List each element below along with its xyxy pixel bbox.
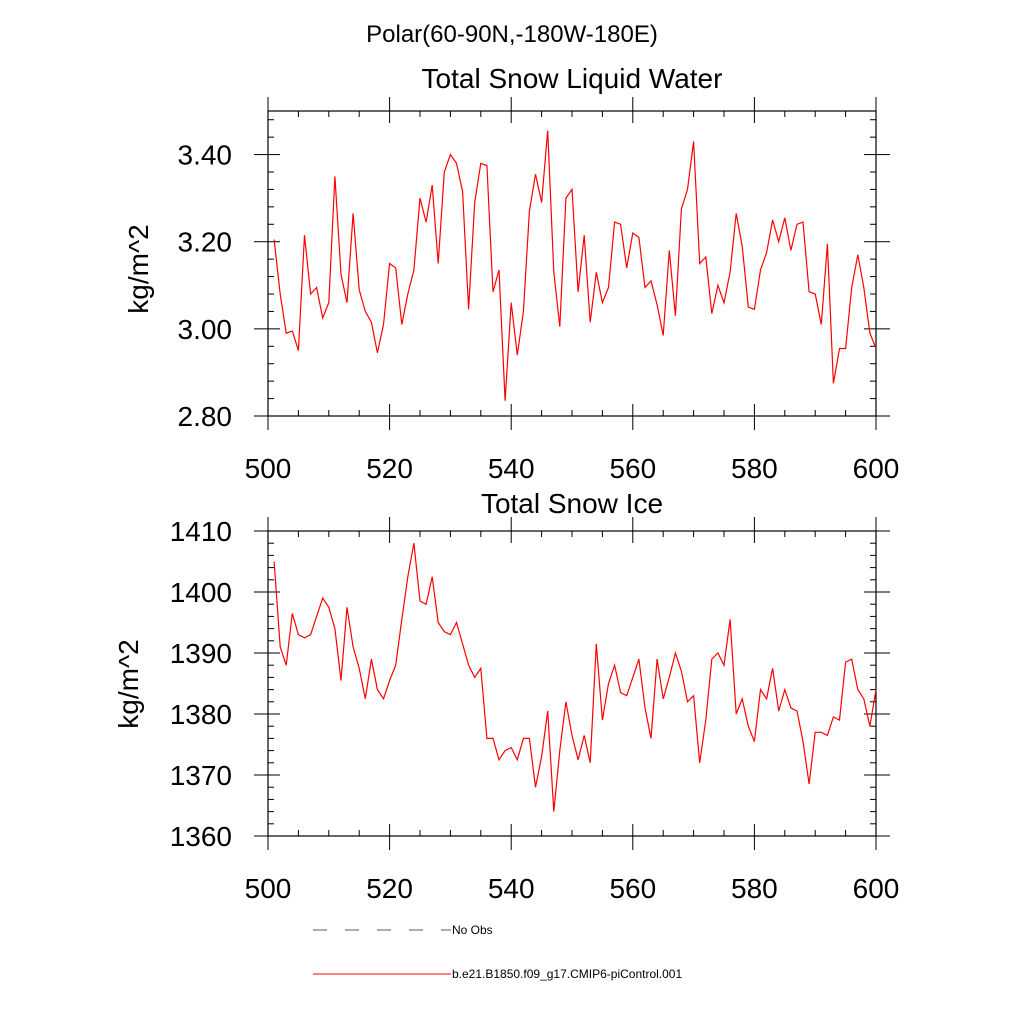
y-axis-label: kg/m^2 [123, 224, 154, 313]
y-tick-label: 3.40 [178, 140, 233, 171]
legend: No Obs b.e21.B1850.f09_g17.CMIP6-piContr… [313, 923, 682, 981]
series-group [273, 543, 877, 812]
x-tick-label: 600 [853, 873, 900, 904]
series-line [273, 130, 877, 401]
minor-ticks [268, 111, 876, 416]
x-tick-label: 580 [731, 453, 778, 484]
y-axis-label: kg/m^2 [113, 639, 144, 728]
x-tick-label: 540 [488, 453, 535, 484]
chart-title: Total Snow Ice [481, 488, 663, 519]
y-tick-label: 2.80 [178, 401, 233, 432]
series-group [273, 130, 877, 401]
chart-panel-snow-liquid-water: Total Snow Liquid Water kg/m^2 500 520 540… [123, 63, 899, 484]
major-ticks [254, 517, 890, 850]
x-tick-label: 540 [488, 873, 535, 904]
plot-frame [267, 110, 877, 417]
y-tick-label: 1400 [170, 577, 232, 608]
y-tick-label: 3.20 [178, 227, 233, 258]
x-tick-label: 560 [609, 453, 656, 484]
y-tick-label: 3.00 [178, 314, 233, 345]
x-tick-label: 520 [366, 873, 413, 904]
y-tick-label: 1380 [170, 699, 232, 730]
legend-label-no-obs: No Obs [452, 923, 493, 937]
y-tick-label: 1390 [170, 638, 232, 669]
tick-labels: 500 520 540 560 580 600 2.80 3.00 3.20 3.40 [178, 140, 900, 484]
x-tick-label: 520 [366, 453, 413, 484]
legend-label-control-run: b.e21.B1850.f09_g17.CMIP6-piControl.001 [452, 967, 682, 981]
x-tick-label: 560 [609, 873, 656, 904]
series-line [273, 543, 877, 812]
x-tick-label: 500 [245, 453, 292, 484]
plot-frame [267, 530, 877, 837]
minor-ticks [268, 531, 876, 836]
x-tick-label: 600 [853, 453, 900, 484]
tick-labels: 500 520 540 560 580 600 1360 1370 1380 1390 1400 14… [170, 516, 900, 904]
chart-panel-snow-ice: Total Snow Ice kg/m^2 500 520 540 560 580 600… [113, 488, 899, 904]
figure-suptitle: Polar(60-90N,-180W-180E) [366, 21, 658, 48]
chart-title: Total Snow Liquid Water [422, 63, 723, 94]
x-tick-label: 580 [731, 873, 778, 904]
y-tick-label: 1370 [170, 760, 232, 791]
x-tick-label: 500 [245, 873, 292, 904]
y-tick-label: 1410 [170, 516, 232, 547]
y-tick-label: 1360 [170, 821, 232, 852]
